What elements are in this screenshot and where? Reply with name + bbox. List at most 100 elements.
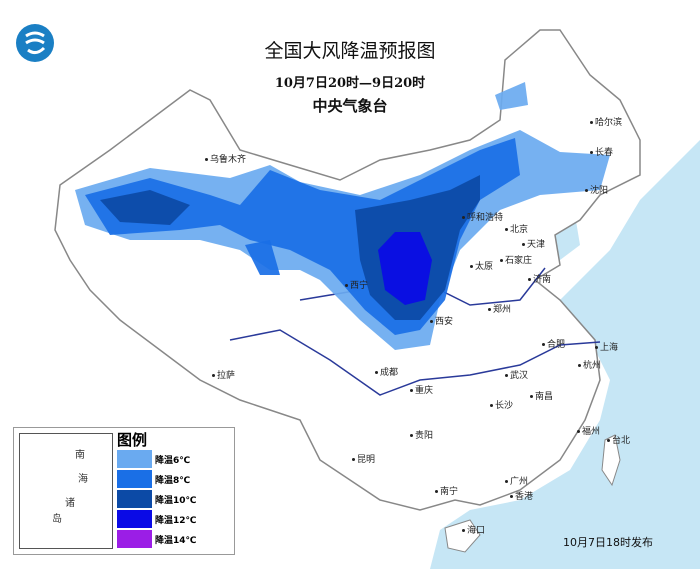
legend-swatch [117,490,152,508]
city-name: 南宁 [440,487,459,497]
city-name: 乌鲁木齐 [210,155,247,165]
legend-swatch [117,510,152,528]
city-name: 昆明 [357,455,376,465]
city-name: 呼和浩特 [467,213,504,223]
city-dot-icon [462,529,465,532]
city-label: 杭州 [578,358,601,371]
city-dot-icon [345,284,348,287]
city-name: 济南 [533,275,552,285]
city-dot-icon [530,395,533,398]
legend-label: 降温14℃ [155,536,197,546]
city-dot-icon [505,480,508,483]
cooling-bands [75,82,610,350]
city-label: 拉萨 [212,368,235,381]
city-dot-icon [542,343,545,346]
city-label: 成都 [375,365,398,378]
city-name: 太原 [475,262,494,272]
city-dot-icon [595,346,598,349]
city-label: 福州 [577,424,600,437]
legend: 南 海 诸 岛 图例 降温6℃ 降温8℃ 降温10℃ 降温12℃ 降温14℃ [13,427,235,555]
cooling-area [378,232,432,305]
inset-label: 岛 [52,514,62,525]
city-dot-icon [470,265,473,268]
city-dot-icon [590,151,593,154]
legend-swatch [117,450,152,468]
city-dot-icon [578,364,581,367]
city-name: 长春 [595,148,614,158]
city-label: 长春 [590,145,613,158]
city-label: 合肥 [542,337,565,350]
cooling-area [100,190,190,225]
city-name: 西宁 [350,281,369,291]
city-label: 沈阳 [585,183,608,196]
city-name: 成都 [380,368,399,378]
legend-label: 降温8℃ [155,476,191,486]
city-label: 昆明 [352,452,375,465]
city-name: 上海 [600,343,619,353]
city-label: 天津 [522,237,545,250]
city-dot-icon [410,434,413,437]
city-label: 呼和浩特 [462,210,503,223]
city-dot-icon [500,259,503,262]
city-dot-icon [430,320,433,323]
legend-label: 降温6℃ [155,456,191,466]
city-name: 拉萨 [217,371,236,381]
legend-label: 降温10℃ [155,496,197,506]
city-label: 南昌 [530,389,553,402]
city-name: 广州 [510,477,529,487]
city-dot-icon [375,371,378,374]
city-label: 海口 [462,523,485,536]
legend-label: 降温12℃ [155,516,197,526]
city-name: 哈尔滨 [595,118,623,128]
hainan [444,519,481,553]
city-name: 石家庄 [505,256,533,266]
city-dot-icon [205,158,208,161]
city-dot-icon [490,404,493,407]
forecast-period: 10月7日20时—9日20时 [274,76,426,91]
city-label: 西安 [430,314,453,327]
city-label: 重庆 [410,383,433,396]
city-dot-icon [528,278,531,281]
city-dot-icon [352,458,355,461]
city-label: 贵阳 [410,428,433,441]
city-dot-icon [488,308,491,311]
legend-swatch [117,470,152,488]
city-name: 福州 [582,427,601,437]
city-name: 南昌 [535,392,554,402]
inset-label: 海 [78,474,88,485]
yangtze-river [229,329,601,396]
city-dot-icon [577,430,580,433]
city-name: 台北 [612,436,631,446]
city-dot-icon [462,216,465,219]
cooling-area [495,82,528,110]
city-dot-icon [505,374,508,377]
city-name: 郑州 [493,305,512,315]
map-title: 全国大风降温预报图 [264,40,436,62]
city-name: 武汉 [510,371,529,381]
city-label: 武汉 [505,368,528,381]
city-label: 上海 [595,340,618,353]
legend-swatch [117,530,152,548]
city-label: 南宁 [435,484,458,497]
city-name: 沈阳 [590,186,609,196]
city-name: 香港 [515,492,534,502]
inset-label: 诸 [65,498,75,509]
city-dot-icon [585,189,588,192]
city-name: 西安 [435,317,454,327]
city-label: 长沙 [490,398,513,411]
issue-time: 10月7日18时发布 [563,536,653,549]
south-china-sea-inset: 南 海 诸 岛 [19,433,113,549]
city-label: 广州 [505,474,528,487]
issuer: 中央气象台 [312,97,388,115]
city-name: 长沙 [495,401,514,411]
city-label: 乌鲁木齐 [205,152,246,165]
city-label: 西宁 [345,278,368,291]
legend-title: 图例 [117,431,148,449]
city-dot-icon [522,243,525,246]
city-label: 济南 [528,272,551,285]
city-label: 郑州 [488,302,511,315]
city-dot-icon [212,374,215,377]
city-name: 重庆 [415,386,434,396]
